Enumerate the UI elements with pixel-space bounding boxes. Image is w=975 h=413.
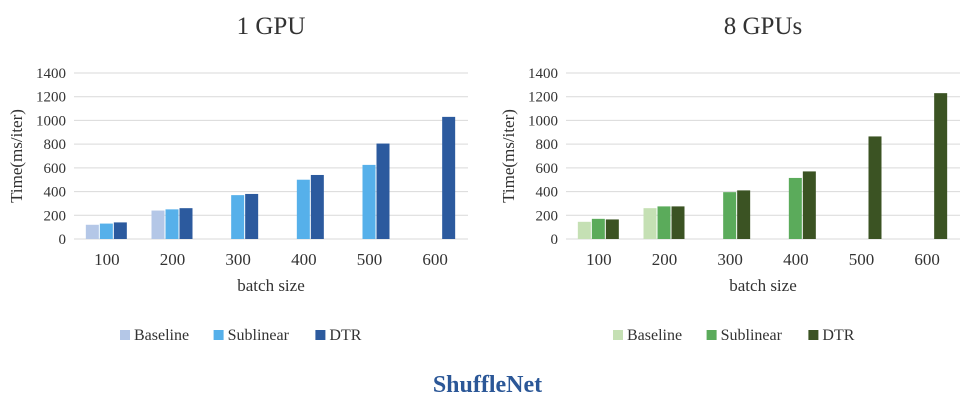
legend-swatch xyxy=(213,330,224,340)
bar-sublinear-500 xyxy=(362,164,376,239)
y-axis-label: Time(ms/iter) xyxy=(499,109,518,203)
bar-baseline-200 xyxy=(643,208,657,239)
y-tick-label: 800 xyxy=(536,137,559,153)
bar-baseline-100 xyxy=(577,221,591,239)
bar-baseline-100 xyxy=(85,224,99,239)
x-tick-label: 600 xyxy=(422,250,448,269)
x-tick-label: 200 xyxy=(652,250,678,269)
bar-dtr-300 xyxy=(737,190,751,239)
bar-dtr-600 xyxy=(934,93,948,240)
x-tick-label: 400 xyxy=(291,250,317,269)
bar-sublinear-300 xyxy=(231,195,245,239)
bar-dtr-300 xyxy=(245,193,259,239)
y-axis-label: Time(ms/iter) xyxy=(7,109,26,203)
y-tick-label: 1200 xyxy=(36,90,66,106)
legend-label: Baseline xyxy=(627,327,682,344)
bar-dtr-400 xyxy=(802,171,816,239)
x-tick-label: 500 xyxy=(849,250,875,269)
y-tick-label: 400 xyxy=(44,185,67,201)
x-axis-label: batch size xyxy=(237,276,305,295)
y-tick-label: 1400 xyxy=(36,66,66,82)
legend-swatch xyxy=(613,330,623,340)
bar-sublinear-300 xyxy=(723,192,737,239)
legend-label: Baseline xyxy=(134,327,189,344)
y-tick-label: 800 xyxy=(44,137,67,153)
legend-swatch xyxy=(808,330,819,340)
y-tick-label: 400 xyxy=(536,185,559,201)
bar-dtr-500 xyxy=(376,143,390,239)
bar-sublinear-400 xyxy=(296,179,310,239)
bar-sublinear-200 xyxy=(165,209,179,239)
bar-dtr-200 xyxy=(179,208,193,239)
bar-dtr-500 xyxy=(868,136,882,239)
legend-label: Sublinear xyxy=(721,327,783,344)
x-tick-label: 600 xyxy=(914,250,940,269)
bar-dtr-100 xyxy=(605,219,619,239)
figure-title: ShuffleNet xyxy=(432,372,543,398)
y-tick-label: 1200 xyxy=(528,90,558,106)
legend-swatch xyxy=(706,330,717,340)
x-tick-label: 100 xyxy=(94,250,120,269)
chart-1-gpu: 1 GPU 0 200 400 600 800 1000 1200 1400 100 200 300 4… xyxy=(7,13,468,344)
bar-sublinear-100 xyxy=(99,223,113,239)
x-tick-label: 300 xyxy=(717,250,743,269)
y-tick-label: 1000 xyxy=(528,113,558,129)
bar-dtr-200 xyxy=(671,206,685,239)
x-tick-label: 200 xyxy=(160,250,186,269)
legend-swatch xyxy=(120,330,130,340)
bar-dtr-600 xyxy=(442,116,456,239)
legend-label: Sublinear xyxy=(228,327,290,344)
x-tick-label: 300 xyxy=(225,250,251,269)
y-tick-label: 200 xyxy=(44,208,67,224)
legend-swatch xyxy=(315,330,326,340)
chart-title: 8 GPUs xyxy=(724,13,803,40)
bar-dtr-400 xyxy=(310,174,324,239)
y-tick-label: 1000 xyxy=(36,113,66,129)
x-tick-label: 500 xyxy=(357,250,383,269)
chart-title: 1 GPU xyxy=(237,13,306,40)
y-tick-label: 600 xyxy=(536,161,559,177)
x-tick-label: 400 xyxy=(783,250,809,269)
bar-sublinear-400 xyxy=(788,177,802,239)
y-tick-label: 0 xyxy=(551,232,559,248)
legend-label: DTR xyxy=(329,327,361,344)
chart-8-gpus: 8 GPUs 0 200 400 600 800 1000 1200 1400 100 200 300… xyxy=(499,13,960,344)
bar-sublinear-200 xyxy=(657,206,671,239)
x-tick-label: 100 xyxy=(586,250,612,269)
bar-sublinear-100 xyxy=(591,218,605,239)
bar-dtr-100 xyxy=(113,222,127,239)
y-tick-label: 200 xyxy=(536,208,559,224)
y-tick-label: 1400 xyxy=(528,66,558,82)
y-tick-label: 600 xyxy=(44,161,67,177)
x-axis-label: batch size xyxy=(729,276,797,295)
bar-baseline-200 xyxy=(151,210,165,239)
legend-label: DTR xyxy=(822,327,854,344)
y-tick-label: 0 xyxy=(59,232,67,248)
